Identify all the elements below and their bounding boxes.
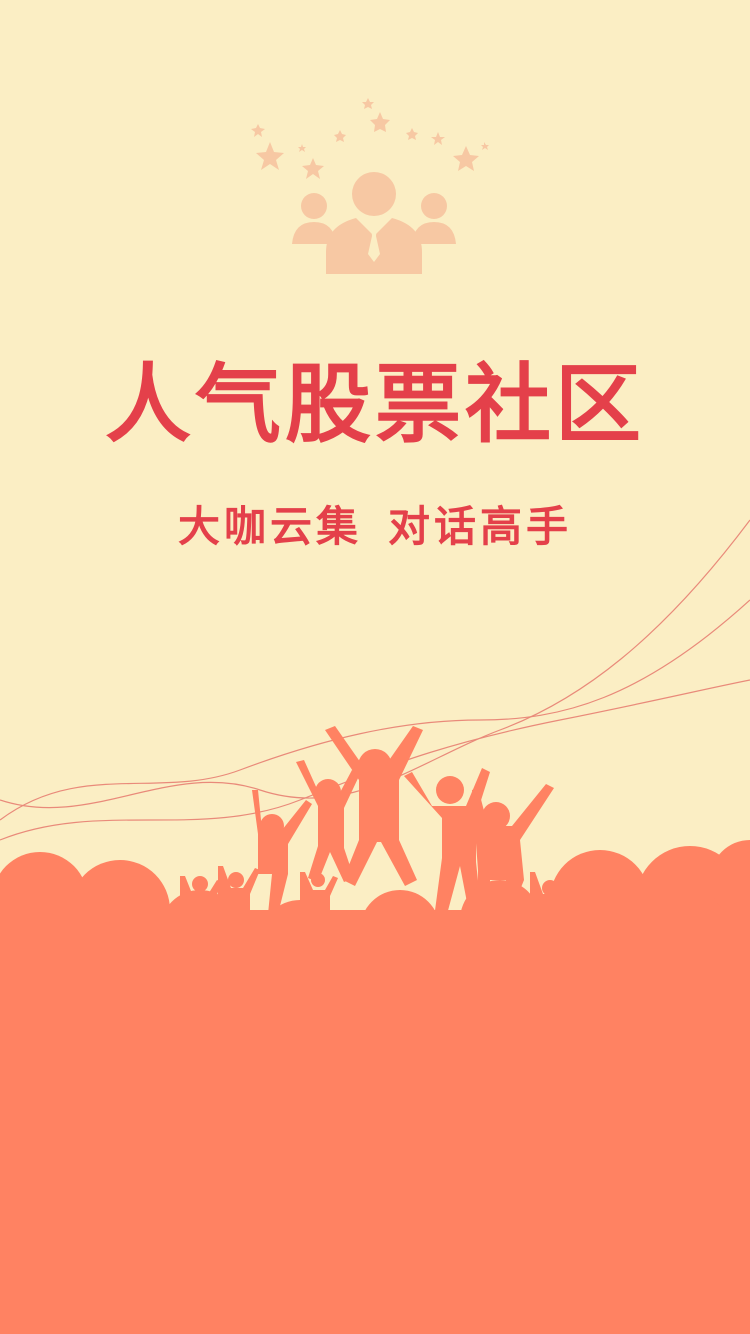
app-subheadline: 大咖云集 对话高手 xyxy=(0,506,750,548)
subheadline-part-1: 大咖云集 xyxy=(177,502,362,551)
users-group-stars-icon xyxy=(251,98,489,274)
subheadline-part-2: 对话高手 xyxy=(388,502,573,551)
app-headline: 人气股票社区 xyxy=(105,355,645,455)
cheering-crowd-silhouette xyxy=(0,726,750,1334)
